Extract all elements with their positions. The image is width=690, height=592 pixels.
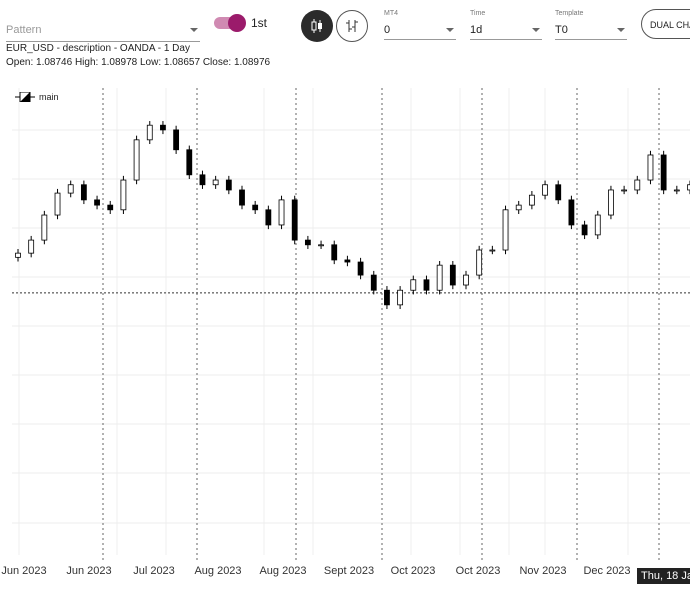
candle-body (449, 264, 456, 286)
candle-body (502, 209, 509, 251)
template-label: Template (555, 10, 584, 17)
x-tick-label: Jun 2023 (1, 565, 47, 577)
time-value: 1d (470, 24, 483, 36)
dual-chart-button[interactable]: DUAL CHA (641, 9, 690, 39)
candle-body (410, 279, 417, 291)
template-value: T0 (555, 24, 568, 36)
candle-body (160, 124, 166, 131)
candle-body (463, 274, 469, 286)
bar-mode-button[interactable] (336, 10, 368, 42)
candle-body (331, 244, 338, 261)
candle-body (608, 189, 614, 216)
chevron-down-icon (617, 28, 625, 32)
toggle-knob (228, 14, 246, 32)
candle-body (555, 184, 562, 201)
candle-body (344, 259, 351, 263)
candle-body (173, 129, 180, 151)
candle-body (239, 189, 245, 206)
legend-label: main (39, 92, 59, 102)
candle-body (673, 189, 680, 192)
candle-body (489, 249, 496, 252)
candle-body (41, 214, 48, 241)
time-select[interactable]: Time 1d (470, 10, 542, 40)
candle-body (225, 179, 232, 191)
candle-body (199, 174, 206, 186)
candle-body (67, 184, 74, 194)
pattern-select[interactable]: Pattern (6, 24, 200, 42)
candle-body (304, 239, 311, 246)
candle-body (515, 204, 522, 211)
crosshair-date-tooltip: Thu, 18 Ja (637, 568, 690, 584)
candle-body (146, 124, 153, 141)
ohlc-readout: Open: 1.08746 High: 1.08978 Low: 1.08657… (6, 57, 271, 68)
dual-chart-label: DUAL CHA (650, 20, 690, 30)
candle-body (568, 199, 575, 226)
x-tick-label: Nov 2023 (519, 565, 567, 577)
candle-body (80, 184, 87, 201)
x-tick-label: Jun 2023 (66, 565, 112, 577)
mt4-label: MT4 (384, 10, 398, 17)
legend-candle-icon (15, 92, 35, 102)
candle-body (107, 204, 114, 211)
candle-body (476, 249, 483, 276)
candle-body (265, 209, 272, 226)
toggle-switch[interactable] (214, 14, 246, 32)
candle-body (660, 154, 667, 191)
template-select[interactable]: Template T0 (555, 10, 627, 40)
time-label: Time (470, 10, 486, 17)
x-tick-label: Dec 2023 (583, 565, 631, 577)
candle-body (647, 154, 654, 181)
instrument-title: EUR_USD - description - OANDA - 1 Day (6, 43, 190, 54)
candle-body (291, 199, 298, 241)
candle-body (252, 204, 259, 211)
candle-body (133, 139, 140, 181)
candle-body (278, 199, 285, 226)
candle-body (186, 149, 193, 176)
ohlc-bar-icon (346, 20, 358, 32)
legend: main (15, 92, 59, 102)
candle-body (621, 189, 628, 192)
candle-body (397, 289, 404, 306)
x-tick-label: Oct 2023 (390, 565, 436, 577)
tooltip-text: Thu, 18 Ja (641, 570, 690, 582)
candle-body (28, 239, 35, 254)
candle-body (54, 192, 61, 216)
x-tick-label: Oct 2023 (455, 565, 501, 577)
chevron-down-icon (190, 28, 198, 32)
candle-body (528, 194, 535, 206)
candle-body (120, 179, 127, 211)
candle-body (370, 274, 377, 291)
candle-body (687, 184, 690, 191)
candle-body (318, 244, 324, 247)
candle-body (15, 252, 21, 258)
chevron-down-icon (446, 28, 454, 32)
candle-body (94, 199, 100, 206)
x-tick-label: Aug 2023 (259, 565, 307, 577)
mt4-value: 0 (384, 24, 391, 36)
candle-body (212, 179, 219, 186)
toggle-label: 1st (251, 16, 268, 30)
candle-body (436, 264, 443, 291)
chevron-down-icon (532, 28, 540, 32)
candle-body (384, 289, 390, 306)
x-tick-label: Sept 2023 (323, 565, 375, 577)
candle-body (634, 179, 641, 191)
candlestick-mode-button[interactable] (301, 10, 333, 42)
pattern-placeholder: Pattern (6, 24, 42, 36)
candlestick-icon (311, 19, 322, 33)
candle-body (594, 214, 601, 236)
candle-body (542, 184, 548, 196)
candle-body (357, 261, 364, 276)
candle-body (581, 224, 588, 236)
candle-body (423, 279, 430, 291)
x-tick-label: Aug 2023 (194, 565, 242, 577)
mt4-select[interactable]: MT4 0 (384, 10, 456, 40)
x-tick-label: Jul 2023 (133, 565, 175, 577)
